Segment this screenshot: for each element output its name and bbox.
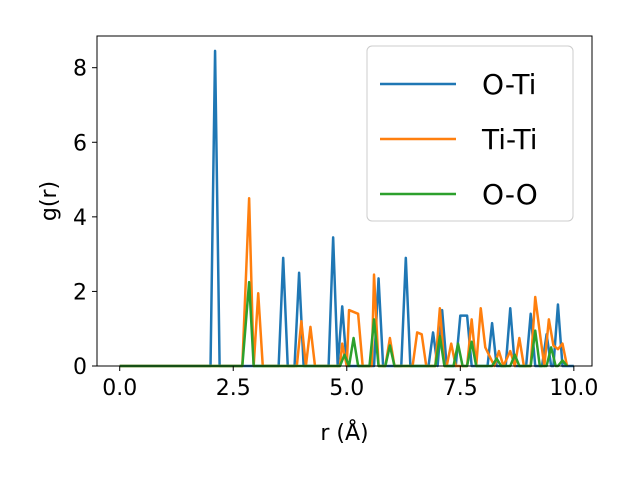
x-tick-label: 5.0: [329, 376, 364, 401]
legend-box: [366, 45, 574, 222]
x-tick-label: 0.0: [102, 376, 137, 401]
y-tick-label: 2: [73, 280, 87, 305]
y-tick-label: 6: [73, 131, 87, 156]
y-tick-label: 8: [73, 57, 87, 82]
x-axis-label: r (Å): [320, 419, 368, 446]
legend-label-ti-ti: Ti-Ti: [481, 123, 538, 156]
x-tick-label: 2.5: [216, 376, 251, 401]
y-tick-label: 4: [73, 206, 87, 231]
series-line-ti-ti: [119, 196, 569, 368]
y-axis-ticks: 0 2 4 6 8: [73, 57, 97, 380]
y-tick-label: 0: [73, 355, 87, 380]
x-tick-label: 10.0: [549, 376, 598, 401]
series-line-o-o: [119, 280, 568, 368]
y-axis-label: g(r): [37, 181, 62, 221]
axes-frame: [96, 35, 593, 367]
legend: O-Ti Ti-Ti O-O: [366, 45, 574, 222]
legend-label-o-ti: O-Ti: [482, 68, 536, 101]
x-tick-label: 7.5: [443, 376, 478, 401]
x-axis-ticks: 0.0 2.5 5.0 7.5 10.0: [102, 366, 598, 401]
legend-label-o-o: O-O: [482, 178, 538, 211]
